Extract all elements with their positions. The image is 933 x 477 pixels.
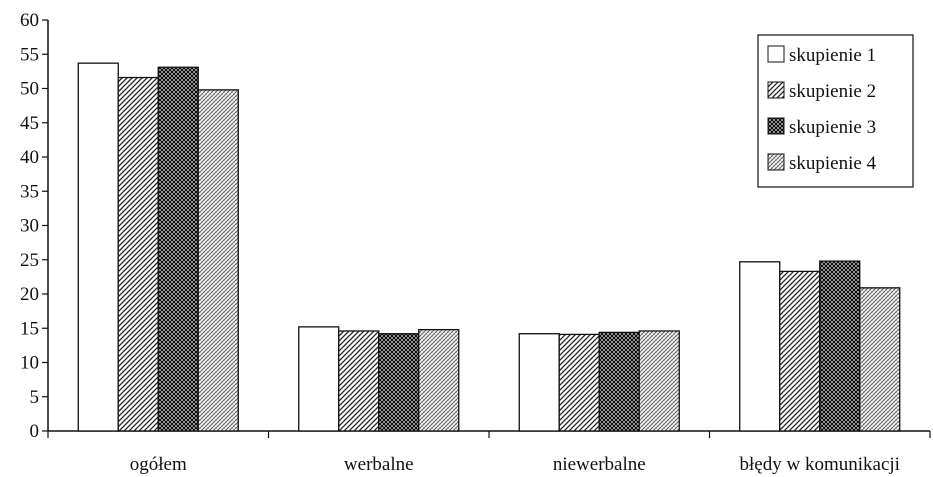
legend-item: skupienie 1 bbox=[767, 45, 876, 66]
y-tick-label: 45 bbox=[20, 113, 39, 134]
x-tick-label: werbalne bbox=[344, 454, 414, 475]
legend-label-1: skupienie 1 bbox=[789, 45, 876, 66]
y-tick-label: 35 bbox=[20, 181, 39, 202]
y-tick-label: 0 bbox=[30, 421, 40, 442]
legend-label-3: skupienie 3 bbox=[789, 117, 876, 138]
bar bbox=[779, 270, 821, 432]
y-tick-label: 15 bbox=[20, 318, 39, 339]
x-tick-label: błędy w komunikacji bbox=[740, 454, 900, 475]
legend-item: skupienie 4 bbox=[767, 153, 877, 174]
bar bbox=[859, 287, 901, 432]
bar bbox=[418, 328, 460, 432]
y-tick-label: 20 bbox=[20, 284, 39, 305]
legend-item: skupienie 2 bbox=[767, 81, 876, 102]
x-tick-label: niewerbalne bbox=[553, 454, 646, 475]
legend-label-4: skupienie 4 bbox=[789, 153, 877, 174]
legend-label-2: skupienie 2 bbox=[789, 81, 876, 102]
bars bbox=[77, 62, 901, 432]
bar bbox=[638, 330, 680, 432]
x-axis-tick-labels: ogółem werbalne niewerbalne błędy w komunik… bbox=[130, 454, 900, 475]
y-tick-label: 60 bbox=[20, 10, 39, 31]
bar bbox=[77, 62, 119, 432]
legend-swatch-3 bbox=[767, 117, 785, 135]
y-tick-label: 55 bbox=[20, 44, 39, 65]
bar bbox=[598, 331, 640, 432]
y-tick-label: 5 bbox=[30, 387, 40, 408]
bar bbox=[157, 66, 199, 432]
bar bbox=[518, 333, 560, 432]
legend-swatch-2 bbox=[767, 81, 785, 99]
y-tick-label: 10 bbox=[20, 353, 39, 374]
y-tick-label: 30 bbox=[20, 216, 39, 237]
bar bbox=[197, 89, 239, 432]
bar bbox=[338, 330, 380, 432]
bar bbox=[819, 260, 861, 432]
legend-swatch-1 bbox=[767, 45, 785, 63]
legend-swatch-4 bbox=[767, 153, 785, 171]
bar bbox=[117, 76, 159, 432]
legend: skupienie 1 skupienie 2 skupienie 3 skup… bbox=[757, 34, 914, 188]
legend-item: skupienie 3 bbox=[767, 117, 876, 138]
bar bbox=[558, 333, 600, 432]
y-tick-label: 25 bbox=[20, 250, 39, 271]
y-tick-label: 50 bbox=[20, 79, 39, 100]
bar bbox=[378, 333, 420, 432]
bar bbox=[298, 326, 340, 432]
y-axis-tick-labels: 0 5 10 15 20 25 30 35 40 45 50 55 60 bbox=[20, 10, 39, 442]
bar bbox=[739, 261, 781, 432]
x-tick-label: ogółem bbox=[130, 454, 187, 475]
y-tick-label: 40 bbox=[20, 147, 39, 168]
